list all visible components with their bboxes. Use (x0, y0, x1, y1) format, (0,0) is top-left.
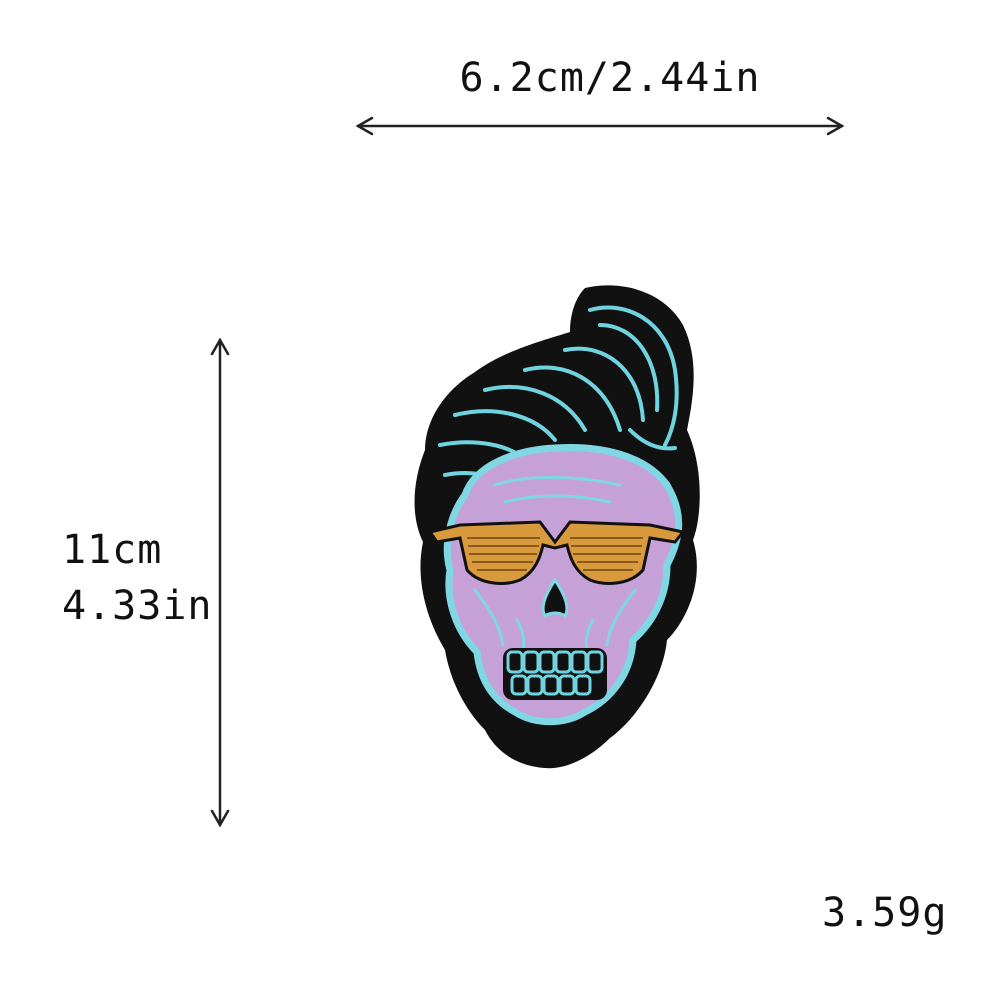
width-arrow (355, 116, 845, 136)
teeth (503, 648, 607, 700)
height-arrow (210, 337, 230, 828)
width-dimension-label: 6.2cm/2.44in (459, 55, 761, 101)
skull-patch-image (414, 285, 700, 769)
height-in-label: 4.33in (62, 583, 213, 629)
forehead-lines (493, 476, 622, 504)
cheek-lines (473, 588, 637, 652)
sunglasses (427, 520, 686, 585)
nose (541, 577, 569, 619)
weight-label: 3.59g (822, 890, 948, 936)
height-cm-label: 11cm (62, 527, 163, 573)
